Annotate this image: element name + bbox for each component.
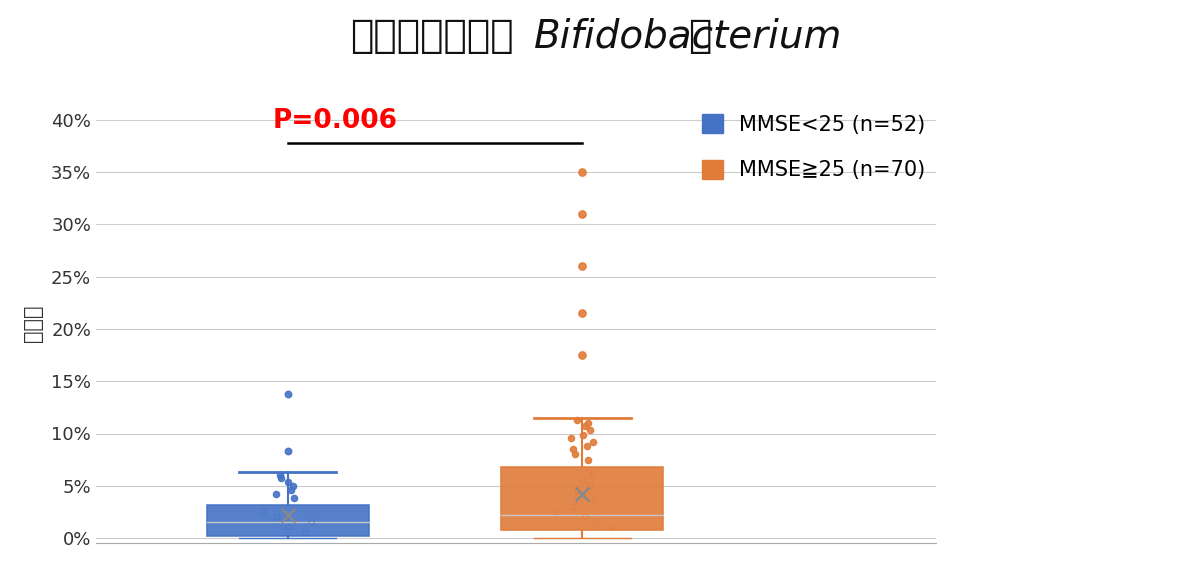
- Point: [572, 350, 592, 360]
- Point: [278, 447, 298, 456]
- Point: [254, 507, 274, 517]
- Point: [280, 523, 299, 532]
- Point: [581, 481, 600, 490]
- Point: [575, 421, 594, 431]
- Point: [547, 507, 566, 517]
- Point: [562, 433, 581, 442]
- Point: [271, 470, 290, 480]
- Point: [588, 518, 607, 527]
- Point: [569, 492, 588, 501]
- Point: [572, 209, 592, 218]
- Point: [583, 470, 602, 480]
- Point: [568, 415, 587, 424]
- Point: [577, 442, 596, 451]
- Point: [564, 502, 583, 512]
- Point: [284, 494, 304, 503]
- Point: [580, 465, 599, 475]
- Text: ビフィズス菌（: ビフィズス菌（: [350, 17, 514, 55]
- Point: [583, 437, 602, 446]
- Point: [578, 455, 598, 464]
- Y-axis label: 占有率: 占有率: [23, 305, 43, 342]
- Point: [296, 528, 316, 538]
- Point: [302, 518, 322, 527]
- Point: [284, 481, 304, 490]
- Point: [278, 477, 298, 486]
- Point: [572, 168, 592, 177]
- Point: [266, 490, 286, 499]
- Text: Bifidobacterium: Bifidobacterium: [534, 17, 842, 55]
- Point: [578, 418, 598, 428]
- Legend: MMSE<25 (n=52), MMSE≧25 (n=70): MMSE<25 (n=52), MMSE≧25 (n=70): [702, 114, 925, 180]
- Point: [576, 513, 595, 522]
- Point: [278, 389, 298, 398]
- Bar: [502, 467, 664, 529]
- Point: [580, 426, 599, 435]
- Point: [271, 474, 290, 483]
- Text: ）: ）: [688, 17, 710, 55]
- Point: [268, 513, 287, 522]
- Point: [563, 444, 582, 454]
- Point: [586, 497, 605, 506]
- Point: [574, 430, 593, 439]
- Text: P=0.006: P=0.006: [272, 108, 398, 134]
- Point: [572, 309, 592, 318]
- Point: [574, 476, 593, 485]
- Bar: [206, 505, 368, 536]
- Point: [281, 486, 300, 495]
- Point: [568, 487, 587, 496]
- Point: [602, 523, 622, 532]
- Point: [572, 261, 592, 271]
- Point: [565, 450, 584, 459]
